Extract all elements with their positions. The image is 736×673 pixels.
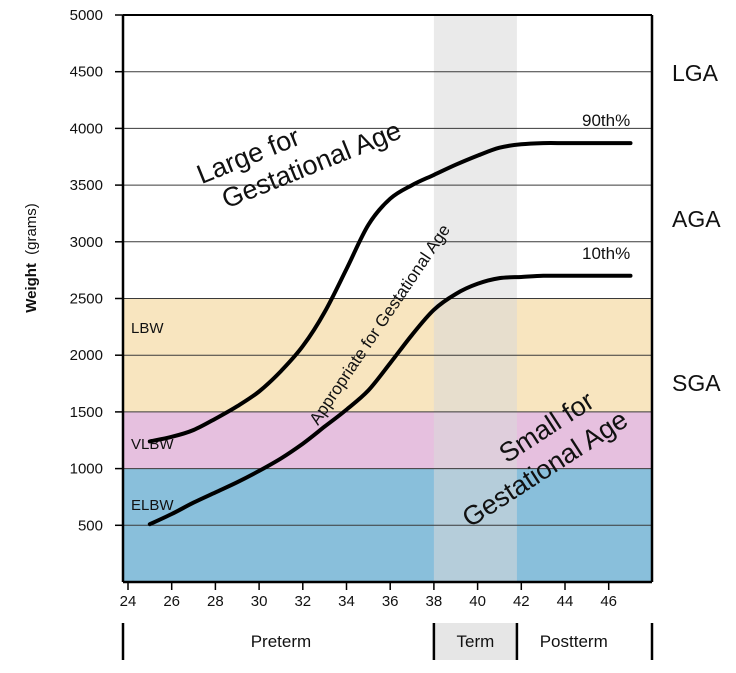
x-tick-label-36: 36 — [382, 593, 399, 610]
band-label-elbw: ELBW — [131, 497, 174, 514]
x-tick-label-30: 30 — [251, 593, 268, 610]
y-tick-label-5000: 5000 — [70, 7, 103, 24]
x-tick-label-32: 32 — [294, 593, 311, 610]
sga-label: SGA — [672, 370, 721, 396]
y-axis-label: Weight (grams) — [23, 203, 40, 313]
band-label-lbw: LBW — [131, 320, 164, 337]
lga-label: LGA — [672, 60, 719, 86]
x-tick-label-46: 46 — [600, 593, 617, 610]
y-tick-label-500: 500 — [78, 517, 103, 534]
series-label-90th: 90th% — [582, 111, 630, 130]
period-term-shade — [433, 623, 517, 660]
y-axis-label-unit: (grams) — [23, 203, 40, 255]
x-tick-label-40: 40 — [469, 593, 486, 610]
y-tick-label-2000: 2000 — [70, 347, 103, 364]
y-tick-label-1500: 1500 — [70, 404, 103, 421]
y-tick-label-4000: 4000 — [70, 120, 103, 137]
x-tick-label-28: 28 — [207, 593, 224, 610]
x-tick-label-44: 44 — [557, 593, 574, 610]
x-tick-label-24: 24 — [120, 593, 137, 610]
series-label-10th: 10th% — [582, 244, 630, 263]
y-tick-label-2500: 2500 — [70, 291, 103, 308]
period-label-preterm: Preterm — [251, 632, 311, 651]
y-tick-label-1000: 1000 — [70, 461, 103, 478]
x-tick-label-34: 34 — [338, 593, 355, 610]
y-tick-label-3500: 3500 — [70, 177, 103, 194]
aga-label: AGA — [672, 206, 721, 232]
large-region-label: Large for Gestational Age — [193, 85, 406, 219]
x-tick-label-42: 42 — [513, 593, 530, 610]
x-tick-label-38: 38 — [426, 593, 443, 610]
series-line-10th — [147, 273, 633, 527]
y-tick-label-4500: 4500 — [70, 64, 103, 81]
series-line-90th — [147, 141, 633, 444]
period-label-term: Term — [457, 632, 495, 651]
y-axis-label-bold: Weight — [23, 263, 40, 313]
period-label-postterm: Postterm — [540, 632, 608, 651]
y-tick-label-3000: 3000 — [70, 234, 103, 251]
x-tick-label-26: 26 — [163, 593, 180, 610]
